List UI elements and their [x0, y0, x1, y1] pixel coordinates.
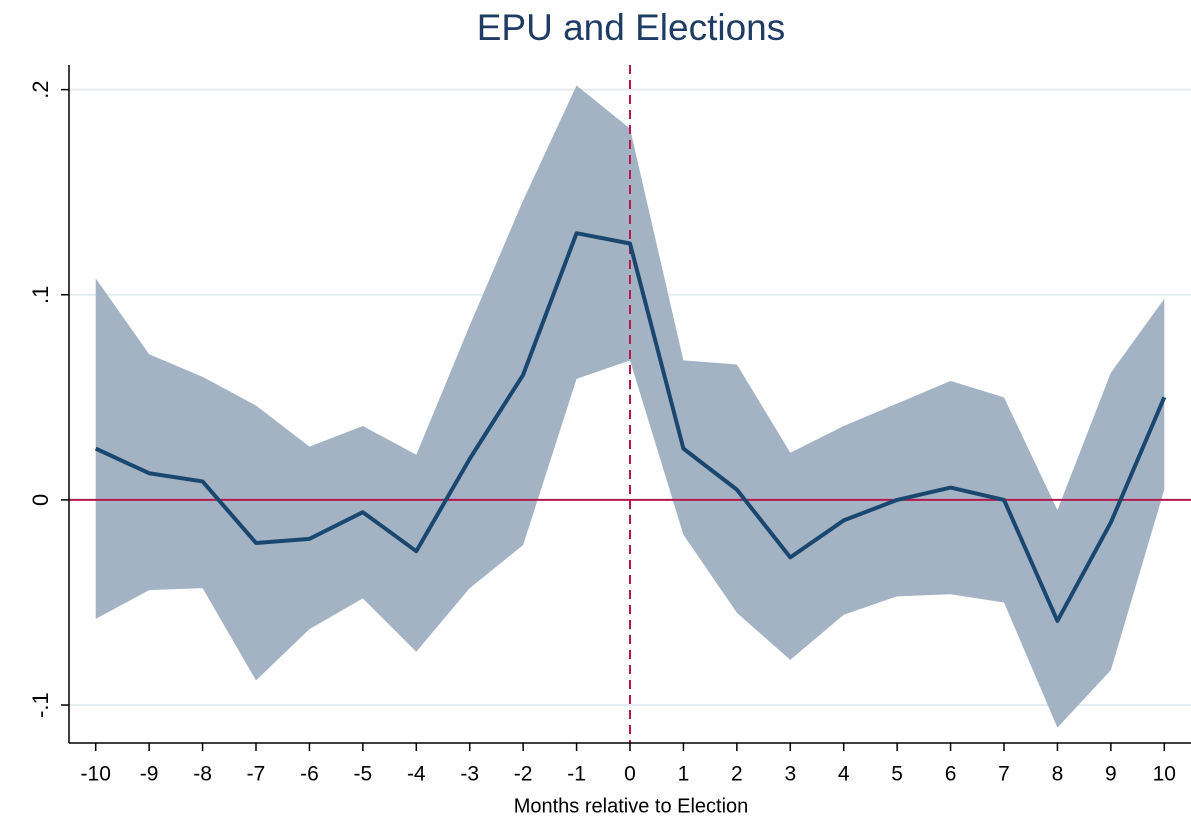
x-tick-label: 3 — [784, 763, 796, 786]
y-tick-label: .1 — [28, 286, 53, 304]
x-tick-label: -7 — [247, 763, 266, 786]
x-tick-label: 4 — [838, 763, 850, 786]
x-tick-label: 7 — [998, 763, 1010, 786]
x-tick-label: -1 — [567, 763, 586, 786]
x-tick-label: 8 — [1052, 763, 1064, 786]
x-tick-label: 10 — [1153, 763, 1176, 786]
x-tick-label: 1 — [678, 763, 690, 786]
x-tick-label: 0 — [624, 763, 636, 786]
x-tick-label: 6 — [945, 763, 957, 786]
y-tick-label: .2 — [28, 80, 53, 98]
x-tick-label: 5 — [891, 763, 903, 786]
data-line — [94, 231, 1167, 623]
x-tick-label: -10 — [81, 763, 111, 786]
x-tick-label: 9 — [1105, 763, 1117, 786]
x-tick-label: -5 — [354, 763, 373, 786]
confidence-band — [95, 85, 1165, 728]
x-tick-label: -9 — [140, 763, 159, 786]
x-tick-label: -3 — [460, 763, 479, 786]
x-tick-label: 2 — [731, 763, 743, 786]
y-tick-label: -.1 — [28, 692, 53, 718]
chart-title: EPU and Elections — [477, 7, 786, 48]
x-tick-label: -4 — [407, 763, 426, 786]
x-tick-label: -6 — [300, 763, 319, 786]
x-axis-label: Months relative to Election — [514, 795, 749, 817]
y-tick-label: 0 — [28, 494, 53, 506]
x-tick-label: -8 — [193, 763, 212, 786]
x-tick-label: -2 — [514, 763, 533, 786]
